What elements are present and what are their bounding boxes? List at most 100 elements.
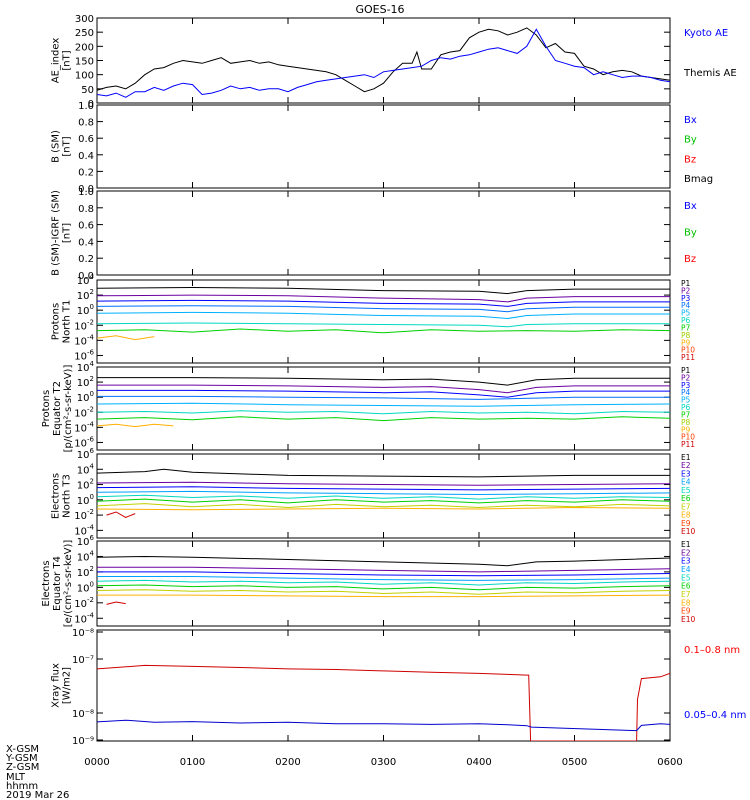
- y-axis-label: Protons: [41, 390, 52, 427]
- y-tick-label: 10-4: [74, 420, 94, 434]
- y-tick-label: 10-2: [74, 596, 94, 610]
- y-axis-label: [nT]: [62, 223, 73, 243]
- y-tick-label: 10-4: [74, 611, 94, 625]
- legend-entry: P1: [681, 279, 691, 288]
- legend-entry: P7: [681, 410, 691, 419]
- y-tick-label: 0.0: [78, 271, 94, 282]
- series-line-p8: [97, 423, 174, 428]
- series-line-p4: [97, 395, 670, 400]
- legend-entry: E2: [681, 548, 691, 557]
- legend: Kyoto AE Themis AE: [683, 28, 737, 79]
- y-axis-label: Electrons: [51, 473, 62, 519]
- y-tick-label: 10-2: [74, 508, 94, 522]
- panel-frame: [96, 453, 671, 539]
- legend-entry: P5: [681, 309, 691, 318]
- legend-entry: P6: [681, 316, 691, 325]
- y-tick-label: 1.0: [78, 101, 94, 112]
- series-line-0-05-0-4-nm: [97, 719, 670, 732]
- legend-entry: E9: [681, 519, 691, 528]
- y-tick-label: 250: [75, 28, 94, 39]
- x-tick-label: 0500: [562, 757, 587, 768]
- x-tick-label: 0000: [84, 757, 109, 768]
- legend-entry: P11: [681, 440, 695, 449]
- panel-bsm-igrf: 1.0 0.8 0.6 0.4 0.2 0.0 B (SM)-IGRF (SM) [nT] Bx…: [51, 187, 697, 282]
- series-line-e4: [97, 490, 670, 496]
- legend-entry: P3: [681, 381, 691, 390]
- legend-entry: P10: [681, 433, 695, 442]
- series-line-themis-ae: [97, 27, 670, 93]
- y-tick-label: 10⁻⁸: [72, 628, 94, 639]
- x-tick-label: 0600: [657, 757, 682, 768]
- series-group: [97, 286, 670, 341]
- series-line-p2: [97, 384, 670, 394]
- y-tick-label: 150: [75, 57, 94, 68]
- series-line-p3: [97, 389, 670, 398]
- y-tick-label: 10-2: [74, 405, 94, 419]
- legend-entry: P2: [681, 373, 691, 382]
- legend-entry: P5: [681, 396, 691, 405]
- legend-entry: P10: [681, 346, 695, 355]
- series-line-e1: [97, 555, 670, 567]
- y-ticks: 1.0 0.8 0.6 0.4 0.2 0.0: [78, 101, 670, 195]
- series-line-e9: [106, 511, 136, 518]
- panel-bsm: 1.0 0.8 0.6 0.4 0.2 0.0 B (SM) [nT] Bx By Bz Bmag: [51, 101, 714, 195]
- series-line-p4: [97, 305, 670, 313]
- series-line-0-1-0-8-nm: [97, 664, 670, 741]
- panel-xray: 10⁻⁸ 10⁻⁷ 10⁻⁸ 10⁻⁹ Xray flux [W/m2] 0.1–0.8 n…: [51, 628, 747, 747]
- label-ygsm: Y-GSM: [5, 753, 38, 764]
- y-tick-label: 10-4: [74, 333, 94, 347]
- legend-entry: P8: [681, 418, 691, 427]
- y-tick-label: 10-2: [74, 318, 94, 332]
- legend-entry: By: [684, 228, 697, 239]
- label-zgsm: Z-GSM: [6, 762, 39, 773]
- legend-entry: E3: [681, 557, 691, 566]
- y-tick-label: 100: [77, 493, 94, 507]
- panel-frame: [96, 629, 671, 742]
- series-group: [97, 664, 670, 741]
- series-line-e2: [97, 566, 670, 573]
- y-ticks: 10⁻⁸ 10⁻⁷ 10⁻⁸ 10⁻⁹: [72, 628, 670, 747]
- series-line-p7: [97, 328, 670, 334]
- legend-entry: P1: [681, 366, 691, 375]
- series-line-p3: [97, 299, 670, 307]
- label-hhmm: hhmm: [6, 781, 38, 792]
- legend-entry: By: [684, 135, 697, 146]
- y-ticks: 300 250 200 150 100 50 0: [75, 14, 670, 110]
- y-axis-label: Equator T2: [52, 381, 63, 436]
- legend-entry: E1: [681, 453, 691, 462]
- y-axis-label: Xray flux: [51, 663, 62, 708]
- y-tick-label: 50: [81, 85, 94, 96]
- legend-entry: E9: [681, 607, 691, 616]
- y-axis-label: North T1: [62, 300, 73, 344]
- x-tick-labels: 0000 0100 0200 0300 0400 0500 0600: [84, 757, 682, 768]
- legend-entry: P8: [681, 331, 691, 340]
- legend-entry: Bz: [684, 154, 696, 165]
- legend-entry: Bz: [684, 254, 696, 265]
- y-axis-label: [W/m2]: [62, 667, 73, 704]
- legend: 0.1–0.8 nm 0.05–0.4 nm: [684, 645, 746, 721]
- legend-entry: E2: [681, 461, 691, 470]
- legend-entry: P7: [681, 323, 691, 332]
- series-line-e7: [97, 589, 670, 595]
- y-axis-label: B (SM): [51, 130, 62, 163]
- legend: Bx By Bz: [684, 201, 697, 265]
- y-tick-label: 102: [77, 565, 94, 579]
- series-line-kyoto-ae: [97, 28, 670, 98]
- legend-entry: P2: [681, 286, 691, 295]
- legend-entry: E5: [681, 486, 691, 495]
- y-tick-label: 102: [77, 288, 94, 302]
- y-axis-label: Equator T4: [52, 556, 63, 611]
- legend-entry: E3: [681, 469, 691, 478]
- series-line-p6: [97, 322, 670, 328]
- legend-entry: E1: [681, 540, 691, 549]
- legend: Bx By Bz Bmag: [684, 115, 713, 185]
- legend-entry: E6: [681, 494, 691, 503]
- series-line-e8: [97, 506, 670, 511]
- legend-entry: 0.1–0.8 nm: [684, 645, 740, 656]
